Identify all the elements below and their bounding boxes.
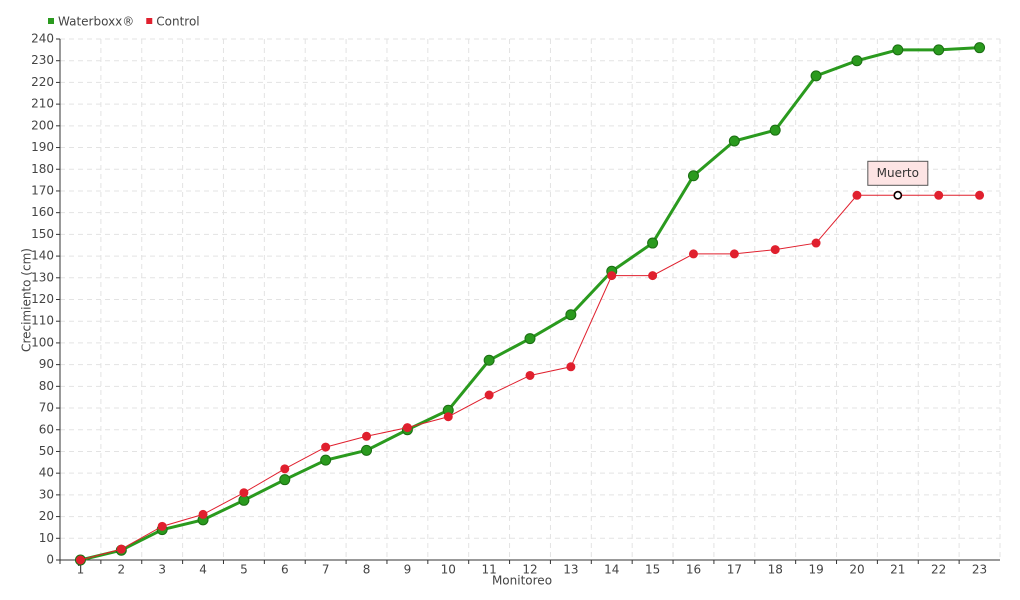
x-tick-label: 5 bbox=[240, 563, 248, 577]
data-point bbox=[975, 190, 985, 200]
data-point bbox=[75, 555, 85, 565]
x-tick-label: 2 bbox=[117, 563, 125, 577]
x-tick-label: 22 bbox=[931, 563, 946, 577]
x-tick-label: 9 bbox=[404, 563, 412, 577]
data-point bbox=[320, 454, 332, 466]
legend-label: Control bbox=[156, 15, 199, 29]
x-tick-label: 10 bbox=[441, 563, 456, 577]
y-tick-label: 180 bbox=[31, 162, 54, 176]
legend-swatch bbox=[146, 18, 153, 24]
y-tick-label: 240 bbox=[31, 32, 54, 46]
x-tick-label: 14 bbox=[604, 563, 619, 577]
legend-label: Waterboxx® bbox=[58, 15, 134, 29]
data-point bbox=[810, 70, 822, 82]
x-tick-label: 13 bbox=[563, 563, 578, 577]
y-tick-label: 60 bbox=[39, 422, 54, 436]
series-line bbox=[80, 46, 980, 562]
y-tick-label: 50 bbox=[39, 444, 54, 458]
data-point bbox=[484, 390, 494, 400]
data-point bbox=[198, 509, 208, 519]
x-tick-label: 8 bbox=[363, 563, 371, 577]
y-tick-label: 130 bbox=[31, 270, 54, 284]
data-point bbox=[769, 124, 781, 136]
y-tick-label: 170 bbox=[31, 183, 54, 197]
annotation-text: Muerto bbox=[877, 166, 919, 180]
data-point bbox=[729, 249, 739, 259]
data-point bbox=[974, 42, 986, 54]
data-point bbox=[934, 190, 944, 200]
y-tick-label: 100 bbox=[31, 335, 54, 349]
y-tick-label: 160 bbox=[31, 205, 54, 219]
data-point bbox=[157, 521, 167, 531]
data-point bbox=[279, 474, 291, 486]
data-point bbox=[851, 55, 863, 67]
data-point bbox=[728, 135, 740, 147]
y-tick-label: 140 bbox=[31, 249, 54, 263]
data-point bbox=[402, 423, 412, 433]
data-point bbox=[566, 362, 576, 372]
data-point bbox=[687, 170, 699, 182]
data-point bbox=[239, 488, 249, 498]
data-point bbox=[280, 464, 290, 474]
data-point bbox=[321, 442, 331, 452]
x-tick-label: 16 bbox=[686, 563, 701, 577]
y-tick-label: 40 bbox=[39, 466, 54, 480]
x-tick-label: 15 bbox=[645, 563, 660, 577]
data-point bbox=[811, 238, 821, 248]
data-point bbox=[770, 245, 780, 255]
y-tick-label: 10 bbox=[39, 531, 54, 545]
data-point bbox=[892, 44, 904, 56]
data-point bbox=[443, 412, 453, 422]
highlighted-point bbox=[893, 191, 903, 200]
data-point bbox=[647, 237, 659, 249]
data-point bbox=[524, 333, 536, 345]
x-tick-label: 18 bbox=[768, 563, 783, 577]
y-tick-label: 120 bbox=[31, 292, 54, 306]
y-tick-label: 0 bbox=[46, 553, 54, 567]
y-tick-label: 110 bbox=[31, 314, 54, 328]
x-tick-label: 3 bbox=[158, 563, 166, 577]
y-tick-label: 20 bbox=[39, 509, 54, 523]
y-tick-label: 70 bbox=[39, 401, 54, 415]
x-tick-label: 20 bbox=[849, 563, 864, 577]
x-tick-label: 12 bbox=[522, 563, 537, 577]
data-point bbox=[607, 271, 617, 281]
x-tick-label: 19 bbox=[808, 563, 823, 577]
y-tick-label: 150 bbox=[31, 227, 54, 241]
y-tick-label: 200 bbox=[31, 118, 54, 132]
data-point bbox=[361, 444, 373, 456]
x-tick-label: 7 bbox=[322, 563, 330, 577]
data-point bbox=[648, 271, 658, 281]
data-point bbox=[933, 44, 945, 56]
y-tick-label: 90 bbox=[39, 357, 54, 371]
data-point bbox=[362, 431, 372, 441]
data-point bbox=[852, 190, 862, 200]
y-tick-label: 210 bbox=[31, 97, 54, 111]
data-point bbox=[688, 249, 698, 259]
data-point bbox=[565, 309, 577, 321]
legend-swatch bbox=[48, 18, 54, 24]
x-tick-label: 17 bbox=[727, 563, 742, 577]
y-axis-label: Crecimiento (cm) bbox=[20, 248, 34, 352]
data-point bbox=[525, 370, 535, 380]
y-tick-label: 230 bbox=[31, 53, 54, 67]
x-tick-label: 1 bbox=[77, 563, 85, 577]
data-point bbox=[483, 354, 495, 366]
annotation-box bbox=[867, 160, 929, 186]
y-tick-label: 220 bbox=[31, 75, 54, 89]
y-tick-label: 30 bbox=[39, 487, 54, 501]
data-point bbox=[116, 544, 126, 554]
x-tick-label: 23 bbox=[972, 563, 987, 577]
y-tick-label: 80 bbox=[39, 379, 54, 393]
x-tick-label: 11 bbox=[481, 563, 496, 577]
x-tick-label: 4 bbox=[199, 563, 207, 577]
x-axis-label: Monitoreo bbox=[492, 574, 552, 588]
x-tick-label: 21 bbox=[890, 563, 905, 577]
x-tick-label: 6 bbox=[281, 563, 289, 577]
y-tick-label: 190 bbox=[31, 140, 54, 154]
